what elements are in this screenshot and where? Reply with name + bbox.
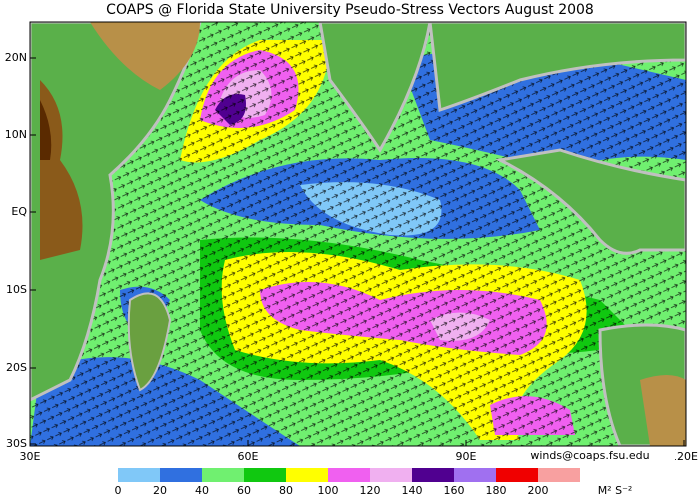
lon-label: 90E (456, 450, 477, 463)
lat-label: 30S (6, 437, 27, 450)
title: COAPS @ Florida State University Pseudo-… (106, 2, 594, 18)
credit-box (505, 449, 675, 463)
colorbar-tick-label: 180 (486, 484, 507, 497)
colorbar-tick-label: 160 (444, 484, 465, 497)
lon-label: 60E (238, 450, 259, 463)
colorbar-swatch (412, 468, 454, 482)
colorbar-tick-label: 60 (237, 484, 251, 497)
credit: winds@coaps.fsu.edu (530, 449, 649, 462)
colorbar-swatch (160, 468, 202, 482)
lat-label: 10N (5, 128, 27, 141)
colorbar-swatch (328, 468, 370, 482)
lat-label: 20N (5, 51, 27, 64)
colorbar-swatch (496, 468, 538, 482)
colorbar-swatch (538, 468, 580, 482)
colorbar-swatch (454, 468, 496, 482)
colorbar-swatch (244, 468, 286, 482)
lon-label: 30E (20, 450, 41, 463)
lat-label: 10S (6, 283, 27, 296)
colorbar-swatch (370, 468, 412, 482)
colorbar-unit: M² S⁻² (598, 484, 633, 497)
colorbar-tick-label: 120 (360, 484, 381, 497)
lon-label: 120E (670, 450, 698, 463)
map-frame (29, 21, 687, 447)
colorbar-tick-label: 100 (318, 484, 339, 497)
colorbar-tick-label: 200 (528, 484, 549, 497)
colorbar-swatch (286, 468, 328, 482)
map-area (30, 22, 686, 446)
colorbar: 0 20 40 60 80 100 120 140 160 180 200 M² S⁻² (115, 468, 633, 497)
colorbar-tick-label: 20 (153, 484, 167, 497)
colorbar-tick-label: 40 (195, 484, 209, 497)
colorbar-swatch (202, 468, 244, 482)
colorbar-tick-label: 0 (115, 484, 122, 497)
lat-label: EQ (11, 205, 27, 218)
colorbar-tick-label: 80 (279, 484, 293, 497)
lat-label: 20S (6, 361, 27, 374)
colorbar-swatch (118, 468, 160, 482)
colorbar-tick-label: 140 (402, 484, 423, 497)
